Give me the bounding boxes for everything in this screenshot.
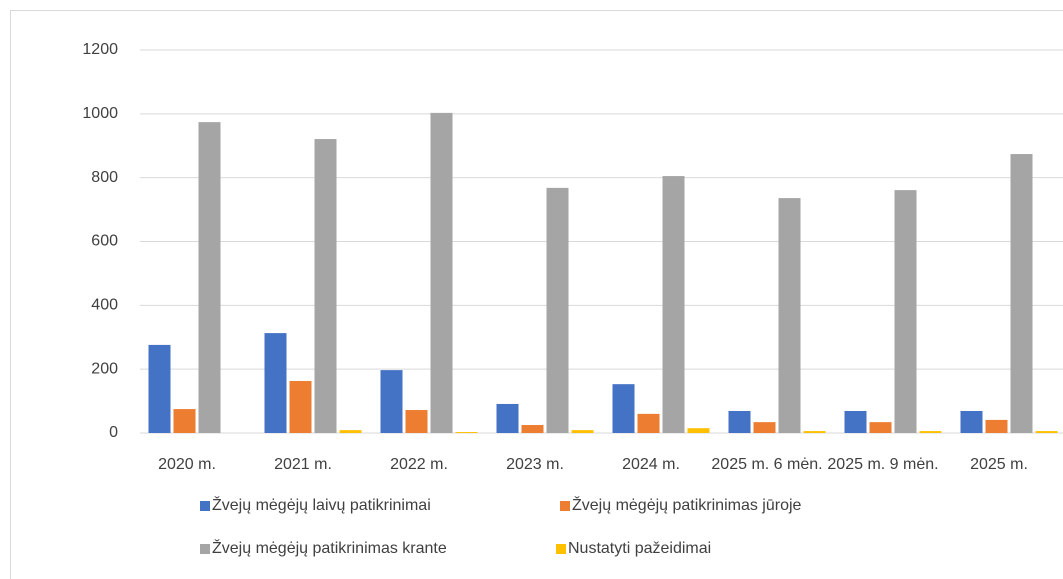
x-tick-label: 2025 m.	[970, 456, 1028, 473]
legend-label: Žvejų mėgėjų patikrinimas krante	[212, 538, 447, 557]
legend-swatch	[556, 544, 566, 554]
bar	[198, 122, 221, 434]
bar	[148, 344, 171, 433]
legend-swatch	[560, 501, 570, 511]
bar	[894, 190, 917, 433]
legend-label: Žvejų mėgėjų laivų patikrinimai	[212, 495, 431, 514]
bar	[571, 430, 594, 433]
bar	[264, 333, 287, 433]
bar	[687, 428, 710, 433]
bar	[728, 410, 751, 433]
bar	[844, 410, 867, 433]
x-tick-label: 2025 m. 6 mėn.	[711, 456, 822, 473]
y-tick-label: 400	[91, 297, 118, 314]
bar	[289, 380, 312, 433]
bar	[919, 431, 942, 433]
bar	[455, 432, 478, 433]
bar	[662, 176, 685, 433]
y-tick-label: 800	[91, 169, 118, 186]
legend-swatch	[200, 544, 210, 554]
y-tick-label: 600	[91, 233, 118, 250]
x-tick-label: 2025 m. 9 mėn.	[827, 456, 938, 473]
bar	[960, 410, 983, 433]
x-tick-label: 2023 m.	[506, 456, 564, 473]
bar	[985, 419, 1008, 433]
bar	[521, 425, 544, 433]
y-tick-label: 0	[109, 424, 118, 441]
bar	[546, 187, 569, 433]
bar	[637, 413, 660, 433]
chart-border	[10, 10, 1063, 579]
x-tick-label: 2020 m.	[158, 456, 216, 473]
bar	[339, 430, 362, 433]
bar	[496, 403, 519, 433]
bar	[314, 139, 337, 434]
bar	[380, 370, 403, 433]
bar	[430, 112, 453, 434]
x-tick-label: 2024 m.	[622, 456, 680, 473]
bar	[803, 431, 826, 433]
bar	[778, 198, 801, 433]
legend-label: Žvejų mėgėjų patikrinimas jūroje	[572, 495, 802, 514]
bar	[1035, 431, 1058, 433]
bar	[612, 384, 635, 433]
bar	[1010, 154, 1033, 433]
y-tick-label: 1200	[82, 41, 118, 58]
bar	[173, 409, 196, 433]
x-tick-label: 2021 m.	[274, 456, 332, 473]
legend-swatch	[200, 501, 210, 511]
y-tick-label: 1000	[82, 105, 118, 122]
y-tick-label: 200	[91, 360, 118, 377]
bar	[869, 422, 892, 433]
legend-label: Nustatyti pažeidimai	[568, 540, 711, 557]
x-tick-label: 2022 m.	[390, 456, 448, 473]
bar	[405, 410, 428, 433]
bar	[753, 422, 776, 433]
